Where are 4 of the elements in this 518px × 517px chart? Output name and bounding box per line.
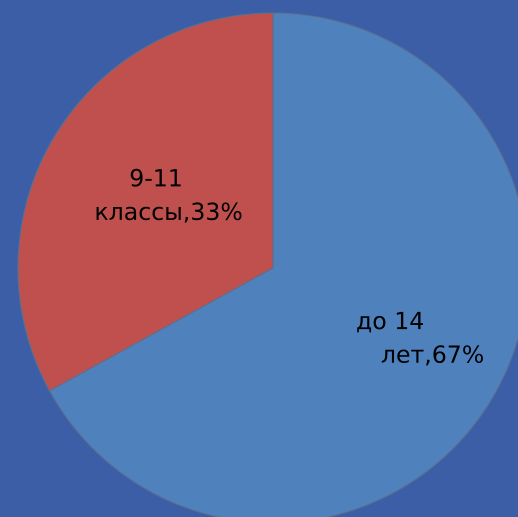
- data-label: ,67%: [426, 345, 483, 366]
- slice-label: до 14 лет: [357, 312, 424, 364]
- data-label: ,33%: [184, 202, 242, 223]
- slice-label: 9-11 классы: [96, 168, 181, 220]
